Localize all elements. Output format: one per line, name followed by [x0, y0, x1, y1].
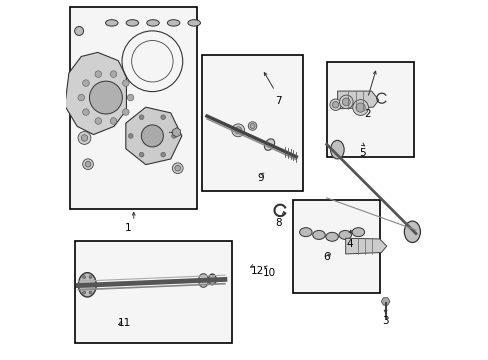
Ellipse shape: [330, 140, 344, 159]
Ellipse shape: [312, 230, 325, 239]
Polygon shape: [65, 53, 126, 135]
Circle shape: [82, 276, 85, 279]
Circle shape: [231, 124, 244, 137]
Bar: [201, 55, 303, 191]
Circle shape: [89, 276, 92, 279]
Circle shape: [339, 95, 352, 109]
Text: 1: 1: [125, 223, 131, 233]
Ellipse shape: [78, 273, 96, 297]
Circle shape: [89, 81, 122, 114]
Circle shape: [80, 283, 82, 286]
Ellipse shape: [351, 228, 364, 237]
Bar: [75, 241, 231, 342]
Circle shape: [175, 165, 180, 171]
Text: 5: 5: [358, 148, 365, 158]
Circle shape: [82, 80, 89, 86]
Ellipse shape: [338, 230, 351, 239]
Circle shape: [329, 99, 341, 111]
Circle shape: [249, 123, 255, 129]
Circle shape: [78, 94, 84, 101]
Circle shape: [85, 161, 91, 167]
Ellipse shape: [187, 20, 200, 26]
Polygon shape: [345, 238, 386, 254]
Ellipse shape: [208, 274, 216, 285]
Polygon shape: [337, 91, 378, 109]
Circle shape: [81, 135, 87, 141]
Text: 4: 4: [346, 239, 352, 249]
Ellipse shape: [264, 139, 274, 150]
Text: 2: 2: [364, 109, 370, 119]
Circle shape: [352, 100, 367, 116]
Circle shape: [139, 152, 143, 157]
Circle shape: [161, 152, 165, 157]
Text: 8: 8: [275, 218, 281, 228]
Ellipse shape: [325, 232, 338, 241]
Ellipse shape: [105, 20, 118, 26]
Circle shape: [342, 98, 349, 106]
Bar: [292, 200, 380, 293]
Circle shape: [248, 122, 256, 130]
Text: 11: 11: [118, 318, 131, 328]
Bar: [70, 7, 197, 208]
Circle shape: [110, 71, 117, 77]
Circle shape: [332, 102, 338, 108]
Text: 12: 12: [250, 266, 263, 276]
Ellipse shape: [167, 20, 180, 26]
Circle shape: [355, 103, 365, 112]
Ellipse shape: [299, 228, 311, 237]
Polygon shape: [125, 107, 182, 165]
Text: 6: 6: [323, 252, 329, 262]
Circle shape: [82, 109, 89, 115]
Circle shape: [161, 115, 165, 120]
Circle shape: [122, 109, 129, 115]
Circle shape: [78, 131, 91, 144]
Circle shape: [128, 134, 133, 138]
Text: 7: 7: [275, 96, 281, 107]
Circle shape: [92, 283, 95, 286]
Circle shape: [141, 125, 163, 147]
Circle shape: [172, 163, 183, 174]
Circle shape: [110, 118, 117, 124]
Circle shape: [127, 94, 134, 101]
Ellipse shape: [126, 20, 139, 26]
Text: 9: 9: [257, 173, 264, 183]
Bar: [326, 62, 413, 157]
Circle shape: [139, 115, 143, 120]
Ellipse shape: [75, 27, 83, 35]
Text: 10: 10: [263, 268, 276, 278]
Ellipse shape: [404, 221, 420, 243]
Circle shape: [234, 127, 242, 134]
Circle shape: [82, 159, 93, 170]
Circle shape: [95, 71, 102, 77]
Circle shape: [122, 80, 129, 86]
Text: 3: 3: [382, 316, 388, 326]
Circle shape: [95, 118, 102, 124]
Circle shape: [82, 291, 85, 294]
Circle shape: [171, 134, 176, 138]
Ellipse shape: [198, 274, 208, 287]
Circle shape: [89, 291, 92, 294]
Ellipse shape: [146, 20, 159, 26]
